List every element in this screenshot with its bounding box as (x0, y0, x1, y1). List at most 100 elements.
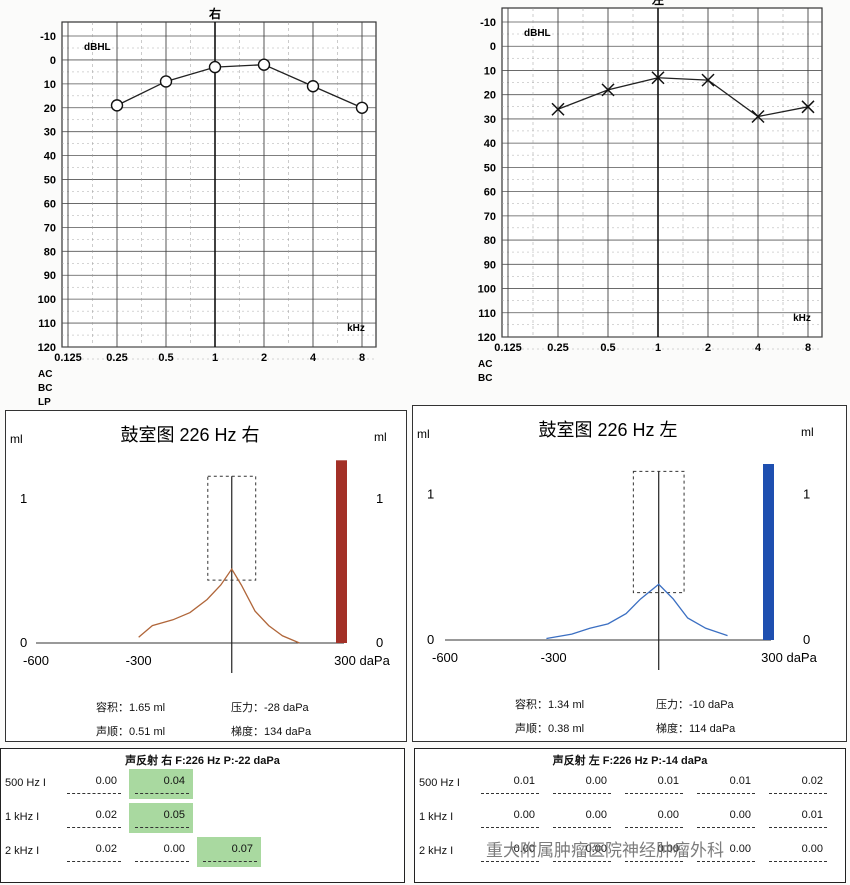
x-tick-label: 2 (705, 342, 711, 354)
data-point (801, 100, 815, 114)
series-line (557, 77, 809, 118)
reflex-row: 500 Hz I 0.01 0.00 0.01 0.01 0.02 (415, 769, 845, 803)
reflex-trace (769, 827, 827, 829)
data-point (208, 60, 222, 74)
volume-value: 容积：1.65 ml (96, 702, 166, 714)
reflex-cell: 0.00 (547, 769, 615, 799)
y-tick-label: 0 (50, 55, 56, 67)
reflex-trace (769, 861, 827, 863)
reflex-value: 0.00 (163, 843, 185, 855)
series-line (116, 64, 363, 109)
reflex-trace (697, 861, 755, 863)
gradient-value: 梯度：134 daPa (231, 726, 312, 738)
reflex-trace (135, 827, 189, 829)
reflex-row-label: 2 kHz I (5, 845, 40, 857)
reflex-value: 0.07 (231, 843, 253, 855)
y-tick-label: 80 (484, 235, 496, 247)
x-tick-label: 1 (655, 342, 661, 354)
y-tick-label: 20 (44, 103, 56, 115)
x-tick-label: 0.125 (54, 352, 82, 364)
reflex-cell: 0.00 (691, 837, 759, 867)
reflex-value: 0.00 (729, 843, 751, 855)
watermark: 重大附属肿瘤医院神经肿瘤外科 (486, 841, 724, 860)
reflex-value: 0.01 (801, 809, 823, 821)
x-marker-stroke (651, 71, 665, 85)
tympanogram-right-chart: 鼓室图 226 Hz 右 ml ml 1 0 1 0 -600 -300 300 daPa (10, 425, 391, 673)
reflex-left-table: 声反射 左 F:226 Hz P:-14 daPa 500 Hz I 0.01 0.… (414, 748, 846, 883)
tympanogram-right-panel: 鼓室图 226 Hz 右 ml ml 1 0 1 0 -600 -300 300 daPa 容积：… (5, 410, 407, 742)
y-tick-label: 30 (484, 114, 496, 126)
y-tick-label: -10 (480, 17, 496, 29)
reflex-cell: 0.01 (475, 769, 543, 799)
x-tick-label: 4 (310, 352, 317, 364)
x-tick-label: 0.5 (158, 352, 173, 364)
reflex-cell: 0.00 (61, 769, 125, 799)
reflex-trace (553, 861, 611, 863)
y-tick-right: 0 (803, 632, 810, 647)
reflex-trace (481, 827, 539, 829)
tymp-title: 鼓室图 226 Hz 左 (538, 420, 677, 440)
reflex-trace (135, 793, 189, 795)
tympanogram-left-chart: 鼓室图 226 Hz 左 ml ml 1 0 1 0 -600 -300 300 daPa (417, 420, 818, 670)
y-tick-right: 0 (376, 635, 383, 650)
y-tick-label: 60 (44, 198, 56, 210)
x-marker-stroke (751, 109, 765, 124)
data-point (751, 109, 765, 124)
reflex-cell: 0.00 (763, 837, 831, 867)
gradient-value: 梯度：114 daPa (656, 723, 736, 735)
reflex-value: 0.02 (801, 775, 823, 787)
reflex-cell: 0.00 (475, 803, 543, 833)
gradient-box (632, 470, 685, 594)
x-tick-label: 4 (755, 342, 762, 354)
y-tick-label: 70 (484, 211, 496, 223)
reflex-row-label: 500 Hz I (5, 777, 46, 789)
unit-label: dBHL (84, 42, 111, 53)
reflex-trace (553, 827, 611, 829)
reflex-cell: 0.07 (197, 837, 261, 867)
data-point (159, 75, 173, 88)
y-tick-left: 1 (427, 486, 434, 501)
volume-bar (336, 460, 347, 643)
y-tick-label: 100 (478, 284, 496, 296)
row-label: AC (38, 369, 52, 380)
reflex-cell: 0.00 (619, 803, 687, 833)
reflex-trace (481, 861, 539, 863)
row-label: BC (478, 373, 492, 384)
reflex-row-label: 500 Hz I (419, 777, 460, 789)
audiogram-title: 左 (651, 0, 664, 7)
y-tick-label: 50 (484, 162, 496, 174)
reflex-value: 0.00 (657, 809, 679, 821)
reflex-trace (67, 827, 121, 829)
x-marker-stroke (701, 73, 715, 87)
reflex-cell: 0.02 (61, 837, 125, 867)
reflex-trace (625, 793, 683, 795)
x-marker-stroke (601, 83, 615, 97)
x-tick-label: 0.25 (106, 352, 127, 364)
x-tick-label: 2 (261, 352, 267, 364)
reflex-left-title: 声反射 左 F:226 Hz P:-14 daPa (552, 755, 708, 767)
reflex-value: 0.00 (657, 843, 679, 855)
reflex-row: 1 kHz I 0.02 0.05 (1, 803, 404, 837)
x-tick-label: 0.5 (600, 342, 615, 354)
data-point (110, 99, 124, 112)
reflex-trace (769, 793, 827, 795)
compliance-value: 声顺：0.51 ml (96, 726, 166, 738)
reflex-right-title: 声反射 右 F:226 Hz P:-22 daPa (125, 755, 280, 767)
y-tick-label: 80 (44, 246, 56, 258)
reflex-value: 0.04 (163, 775, 185, 787)
y-tick-label: 20 (484, 90, 496, 102)
y-tick-left: 0 (427, 632, 434, 647)
x-tick-label: 0.25 (547, 342, 568, 354)
reflex-trace (697, 793, 755, 795)
tymp-curve (138, 567, 300, 644)
volume-bar (763, 464, 774, 640)
x-tick-label: 8 (805, 342, 811, 354)
reflex-trace (697, 827, 755, 829)
x-tick-label: 300 daPa (334, 653, 390, 668)
reflex-cell: 0.00 (619, 837, 687, 867)
reflex-right-table: 声反射 右 F:226 Hz P:-22 daPa 500 Hz I 0.00 0.… (0, 748, 405, 883)
reflex-trace (625, 827, 683, 829)
reflex-trace (67, 861, 121, 863)
reflex-trace (135, 861, 189, 863)
